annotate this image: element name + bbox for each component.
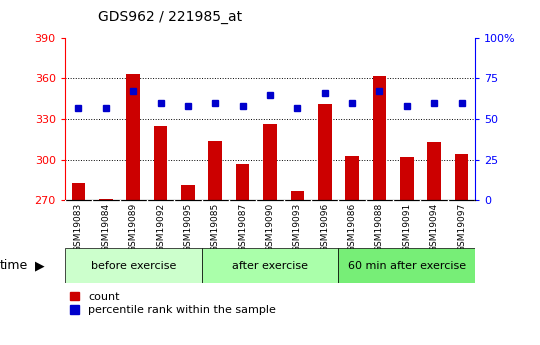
Bar <box>99 199 113 200</box>
Text: time: time <box>0 259 28 272</box>
Text: ▶: ▶ <box>35 259 45 272</box>
Text: GSM19086: GSM19086 <box>348 203 356 252</box>
Bar <box>345 156 359 200</box>
Text: GSM19094: GSM19094 <box>430 203 438 252</box>
Bar <box>181 185 195 200</box>
Text: GSM19088: GSM19088 <box>375 203 384 252</box>
Bar <box>318 104 332 200</box>
Text: GSM19092: GSM19092 <box>156 203 165 252</box>
Bar <box>427 142 441 200</box>
Bar <box>208 141 222 200</box>
Bar <box>154 126 167 200</box>
Legend: count, percentile rank within the sample: count, percentile rank within the sample <box>70 292 276 315</box>
Text: GSM19090: GSM19090 <box>266 203 274 252</box>
Text: 60 min after exercise: 60 min after exercise <box>348 261 466 270</box>
Text: before exercise: before exercise <box>91 261 176 270</box>
Bar <box>455 154 468 200</box>
Bar <box>291 191 304 200</box>
Bar <box>263 125 277 200</box>
Bar <box>126 75 140 200</box>
Text: GSM19085: GSM19085 <box>211 203 220 252</box>
Text: GSM19095: GSM19095 <box>184 203 192 252</box>
FancyBboxPatch shape <box>201 248 339 283</box>
Bar <box>72 183 85 200</box>
Text: GSM19087: GSM19087 <box>238 203 247 252</box>
Text: GSM19097: GSM19097 <box>457 203 466 252</box>
Text: after exercise: after exercise <box>232 261 308 270</box>
Bar <box>400 157 414 200</box>
Text: GSM19096: GSM19096 <box>320 203 329 252</box>
Bar <box>373 76 386 200</box>
FancyBboxPatch shape <box>65 248 201 283</box>
FancyBboxPatch shape <box>339 248 475 283</box>
Text: GSM19083: GSM19083 <box>74 203 83 252</box>
Text: GSM19091: GSM19091 <box>402 203 411 252</box>
Text: GSM19084: GSM19084 <box>102 203 110 252</box>
Text: GSM19089: GSM19089 <box>129 203 138 252</box>
Text: GDS962 / 221985_at: GDS962 / 221985_at <box>98 10 242 24</box>
Text: GSM19093: GSM19093 <box>293 203 302 252</box>
Bar <box>236 164 249 200</box>
